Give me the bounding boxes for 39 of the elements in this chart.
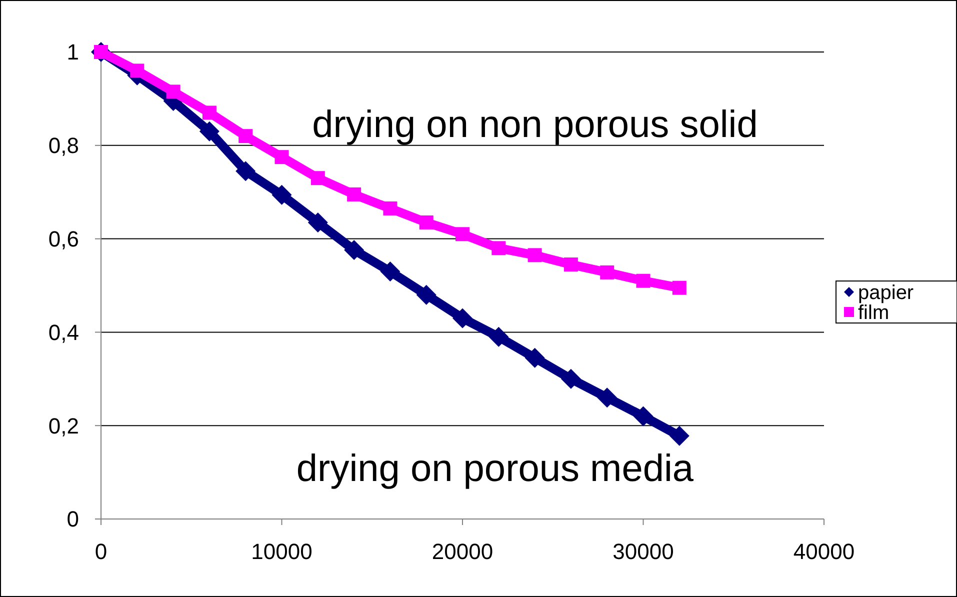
x-tick-label: 10000	[251, 539, 312, 564]
point	[380, 261, 400, 282]
y-tick-label: 0	[66, 506, 79, 532]
point	[416, 284, 436, 305]
point	[274, 150, 289, 164]
point	[272, 184, 292, 205]
point	[488, 326, 509, 347]
x-tick-label: 30000	[612, 539, 674, 564]
annotation: drying on porous media	[296, 448, 694, 490]
point	[669, 426, 690, 446]
y-tick-label: 0,2	[48, 413, 79, 438]
annotation: drying on non porous solid	[312, 104, 758, 146]
y-tick-label: 0,6	[48, 226, 79, 252]
point	[344, 240, 364, 260]
point	[166, 84, 180, 99]
point	[672, 280, 686, 295]
point	[199, 121, 220, 142]
legend-label: film	[858, 302, 890, 324]
point	[236, 161, 256, 182]
point	[524, 348, 545, 368]
x-tick-label: 0	[94, 539, 108, 564]
point	[238, 129, 253, 144]
point	[202, 106, 216, 120]
point	[492, 241, 506, 256]
point	[383, 201, 398, 216]
point	[560, 368, 581, 389]
point	[347, 187, 362, 202]
point	[452, 308, 472, 328]
y-tick-label: 1	[66, 40, 79, 65]
x-tick-label: 20000	[432, 539, 494, 564]
point	[130, 64, 144, 78]
point	[597, 388, 618, 408]
point	[633, 406, 654, 426]
x-tick-label: 40000	[793, 539, 855, 564]
point	[308, 212, 328, 232]
y-tick-label: 0,8	[48, 133, 79, 158]
legend-label: papier	[858, 282, 914, 304]
point	[310, 171, 325, 186]
y-tick-label: 0,4	[48, 320, 79, 345]
